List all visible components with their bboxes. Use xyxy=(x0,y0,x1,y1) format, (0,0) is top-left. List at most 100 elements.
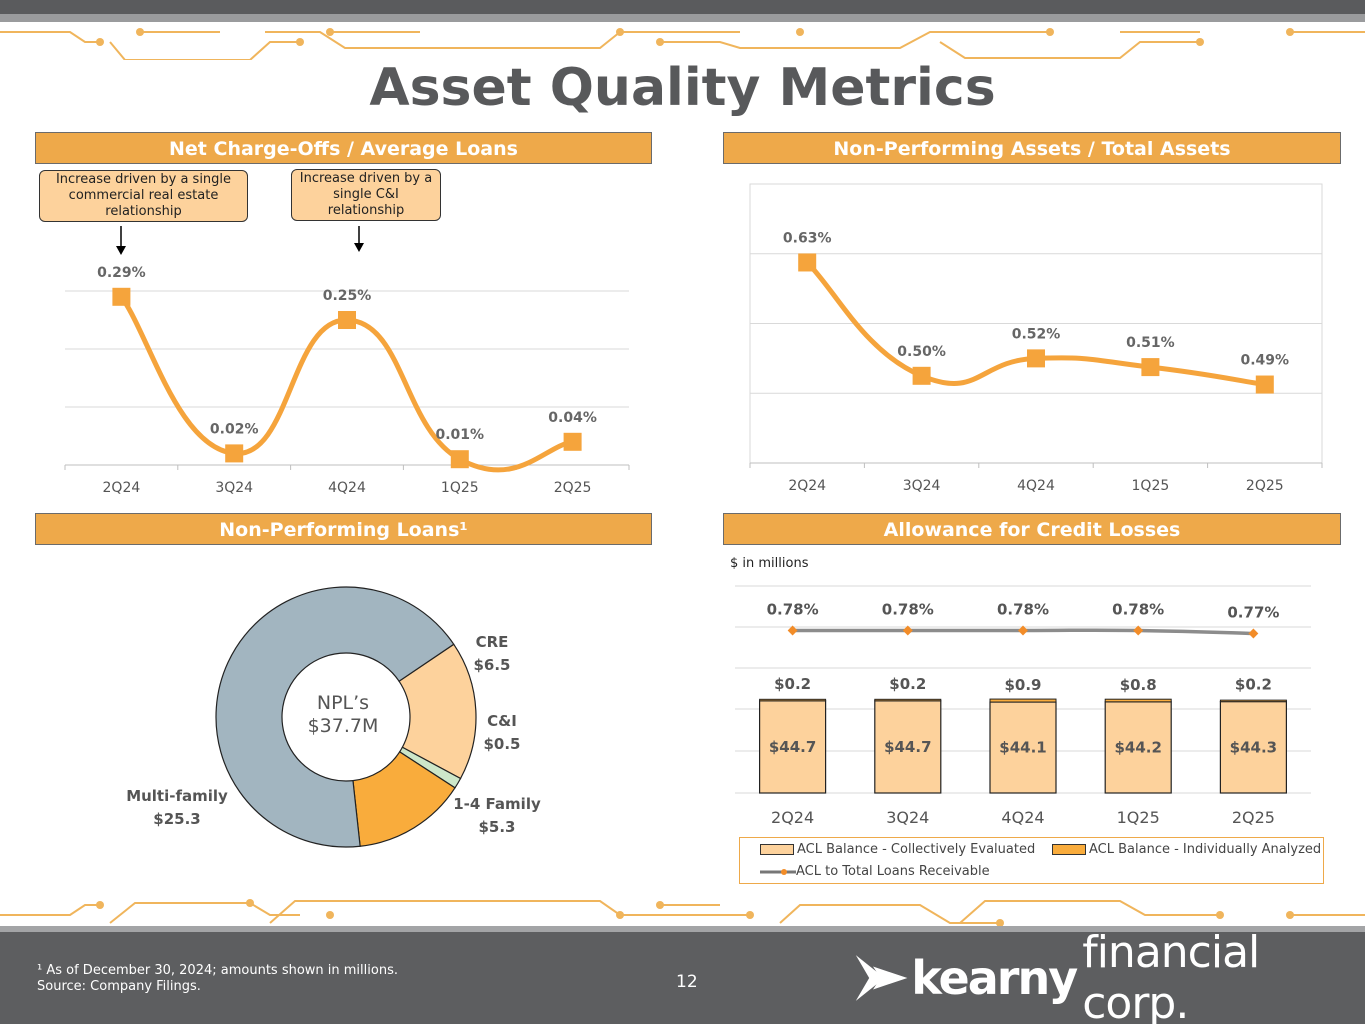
bottom-bar-accent xyxy=(0,926,1365,933)
acl-bar-collective xyxy=(758,700,827,794)
nco-line-chart: 0.29% 2Q24 0.02% 3Q24 0.25% 4Q24 0.01% 1Q25 0.04… xyxy=(64,265,630,496)
legend-label-collective: ACL Balance - Collectively Evaluated xyxy=(797,842,1036,857)
npl-slice-value: $0.5 xyxy=(483,735,520,753)
acl-ratio-label: 0.77% xyxy=(1227,604,1279,622)
acl-bar-individual-label: $0.2 xyxy=(889,675,926,693)
nco-x-tick-label: 2Q25 xyxy=(554,480,592,496)
nco-x-tick-label: 4Q24 xyxy=(328,480,366,496)
legend-label-ratio: ACL to Total Loans Receivable xyxy=(796,864,990,879)
callout-cre: Increase driven by a single commercial r… xyxy=(39,170,248,222)
npa-point xyxy=(798,253,817,272)
npl-slice-label: CRE xyxy=(476,633,509,651)
npa-x-tick-label: 2Q25 xyxy=(1246,478,1284,494)
nco-point xyxy=(225,444,244,463)
acl-ratio-point xyxy=(787,625,798,636)
nco-data-label: 0.02% xyxy=(210,421,259,437)
acl-ratio-point xyxy=(1133,625,1144,636)
npl-center-line2: $37.7M xyxy=(307,715,379,737)
nco-data-label: 0.29% xyxy=(97,265,146,281)
chevron-logo-icon xyxy=(855,955,908,1001)
nco-x-tick-label: 2Q24 xyxy=(103,480,141,496)
npl-slice-label: C&I xyxy=(487,712,517,730)
acl-x-tick-label: 1Q25 xyxy=(1117,808,1160,827)
acl-bar-collective xyxy=(1104,701,1172,794)
circuit-decoration-top xyxy=(0,28,1365,60)
acl-x-tick-label: 2Q25 xyxy=(1232,808,1275,827)
logo-text-light: financial corp. xyxy=(1082,927,1260,1029)
npa-x-tick-label: 2Q24 xyxy=(788,478,826,494)
npa-line-chart: 0.63% 2Q24 0.50% 3Q24 0.52% 4Q24 0.51% 1Q25 0.49… xyxy=(749,183,1323,494)
nco-x-tick-label: 1Q25 xyxy=(441,480,479,496)
nco-data-label: 0.25% xyxy=(323,288,372,304)
npa-data-label: 0.49% xyxy=(1241,353,1290,369)
top-bar-accent xyxy=(0,14,1365,22)
acl-units-label: $ in millions xyxy=(730,556,809,571)
circuit-decoration-bottom xyxy=(0,899,1365,927)
legend-swatch-ratio xyxy=(760,868,796,875)
callout-ci: Increase driven by a single C&I relation… xyxy=(291,169,441,221)
npa-point xyxy=(1255,375,1274,394)
page-title: Asset Quality Metrics xyxy=(369,58,996,118)
acl-combo-chart: $44.7 $0.2 2Q24 0.78% $44.7 $0.2 3Q24 0.78% $44.… xyxy=(735,585,1311,827)
npl-center-label: NPL’s $37.7M xyxy=(283,692,403,738)
nco-point xyxy=(112,287,131,306)
legend-item-individual: ACL Balance - Individually Analyzed xyxy=(1052,842,1321,857)
legend-label-individual: ACL Balance - Individually Analyzed xyxy=(1089,842,1322,857)
acl-panel-header: Allowance for Credit Losses xyxy=(723,513,1341,545)
acl-x-tick-label: 4Q24 xyxy=(1001,808,1044,827)
nco-data-label: 0.04% xyxy=(548,410,597,426)
acl-bar-individual-label: $0.2 xyxy=(1235,676,1272,694)
npl-panel-header: Non-Performing Loans¹ xyxy=(35,513,652,545)
nco-point xyxy=(563,432,582,451)
acl-ratio-label: 0.78% xyxy=(767,601,819,619)
npl-slice-value: $25.3 xyxy=(153,810,200,828)
acl-bar-individual-label: $0.8 xyxy=(1120,676,1157,694)
acl-ratio-point xyxy=(902,625,913,636)
acl-x-tick-label: 2Q24 xyxy=(771,808,814,827)
acl-bar-individual xyxy=(989,698,1057,703)
acl-bar-individual-label: $0.2 xyxy=(774,675,811,693)
acl-bar-collective xyxy=(1219,701,1288,794)
nco-data-label: 0.01% xyxy=(436,427,485,443)
acl-bar-individual xyxy=(759,698,827,702)
acl-legend: ACL Balance - Collectively Evaluated ACL… xyxy=(739,837,1324,884)
npa-point xyxy=(1141,358,1160,377)
acl-ratio-label: 0.78% xyxy=(1112,601,1164,619)
acl-bar-collective xyxy=(989,701,1057,794)
acl-bar-collective-label: $44.7 xyxy=(884,738,931,756)
acl-bar-collective-label: $44.3 xyxy=(1230,738,1277,756)
legend-item-ratio: ACL to Total Loans Receivable xyxy=(760,864,990,879)
nco-point xyxy=(450,450,469,469)
acl-bar-individual xyxy=(874,698,942,702)
logo-text-bold: kearny xyxy=(911,951,1078,1005)
nco-panel-header: Net Charge-Offs / Average Loans xyxy=(35,132,652,164)
legend-swatch-collective xyxy=(760,844,794,855)
acl-bar-collective-label: $44.7 xyxy=(769,738,816,756)
acl-bar-collective-label: $44.2 xyxy=(1114,738,1161,756)
npa-panel-header: Non-Performing Assets / Total Assets xyxy=(723,132,1341,164)
npa-point xyxy=(1027,349,1045,368)
npa-x-tick-label: 1Q25 xyxy=(1132,478,1170,494)
npl-slice-label: 1-4 Family xyxy=(453,795,541,813)
acl-ratio-point xyxy=(1248,628,1259,639)
npl-center-line1: NPL’s xyxy=(316,692,370,714)
page-number: 12 xyxy=(676,972,698,992)
acl-bar-collective xyxy=(874,700,942,794)
acl-ratio-label: 0.78% xyxy=(882,601,934,619)
npl-slice xyxy=(215,586,455,848)
npa-data-label: 0.63% xyxy=(783,230,832,246)
acl-bar-collective-label: $44.1 xyxy=(999,739,1046,757)
npa-data-label: 0.51% xyxy=(1126,335,1175,351)
npl-slice-label: Multi-family xyxy=(126,787,228,805)
acl-x-tick-label: 3Q24 xyxy=(886,808,929,827)
npa-x-tick-label: 4Q24 xyxy=(1017,478,1055,494)
npa-x-tick-label: 3Q24 xyxy=(903,478,941,494)
company-logo: kearny financial corp. xyxy=(852,927,1365,1029)
acl-bar-individual-label: $0.9 xyxy=(1004,676,1041,694)
legend-item-collective: ACL Balance - Collectively Evaluated xyxy=(760,842,1035,857)
bottom-bar xyxy=(0,932,1365,1024)
nco-point xyxy=(338,311,356,329)
npl-slice-value: $6.5 xyxy=(473,656,510,674)
footnote-line1: ¹ As of December 30, 2024; amounts shown… xyxy=(37,963,398,978)
acl-ratio-point xyxy=(1018,625,1028,636)
